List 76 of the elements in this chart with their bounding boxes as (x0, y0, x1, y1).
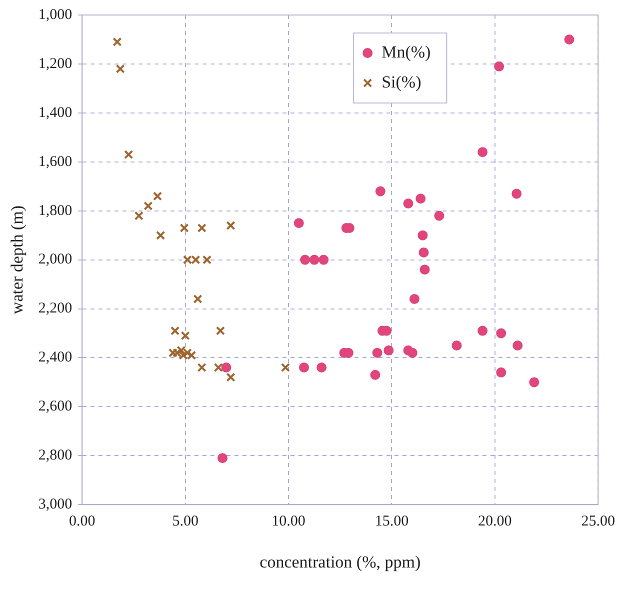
point (182, 255, 192, 264)
point (193, 294, 202, 304)
point (478, 326, 488, 336)
point (409, 294, 420, 304)
y-tick-label: 2,000 (38, 252, 72, 268)
point (420, 264, 430, 275)
point (214, 362, 223, 372)
point (375, 186, 386, 196)
x-tick-label: 20.00 (478, 514, 512, 530)
y-tick-label: 2,800 (38, 448, 72, 464)
y-tick-label: 2,200 (38, 300, 72, 317)
point (170, 326, 180, 336)
point (197, 223, 206, 233)
point (221, 362, 232, 373)
point (226, 220, 236, 230)
y-tick-label: 1,800 (38, 202, 72, 219)
point (172, 348, 182, 358)
point (226, 372, 236, 382)
x-tick-label: 5.00 (172, 514, 198, 530)
point (318, 254, 329, 265)
legend-label: Si(%) (382, 72, 422, 92)
point (407, 348, 418, 358)
point (478, 147, 488, 158)
point (300, 254, 310, 265)
point (384, 345, 394, 356)
point (494, 61, 504, 72)
point (512, 188, 522, 199)
point (152, 192, 162, 201)
point (434, 210, 444, 221)
point (180, 331, 190, 340)
point (294, 218, 304, 228)
x-axis-title: concentration (%, ppm) (260, 552, 421, 572)
point (217, 453, 228, 464)
x-tick-label: 10.00 (272, 514, 306, 530)
y-tick-label: 1,400 (38, 104, 72, 121)
point (156, 230, 166, 240)
y-tick-label: 3,000 (38, 496, 72, 513)
legend-label: Mn(%) (382, 42, 431, 62)
point (299, 362, 310, 373)
point (280, 362, 290, 372)
point (372, 348, 382, 358)
x-tick-label: 0.00 (69, 514, 96, 530)
point (416, 194, 426, 204)
y-tick-label: 2,600 (38, 398, 72, 415)
point (182, 348, 192, 358)
x-tick-label: 25.00 (581, 514, 615, 530)
point (116, 64, 125, 74)
point (529, 377, 540, 388)
point (403, 198, 414, 208)
x-tick-label: 15.00 (374, 514, 409, 530)
point (124, 150, 134, 160)
point (496, 328, 506, 338)
point (112, 37, 122, 46)
point (452, 340, 462, 350)
point (134, 211, 144, 220)
point (187, 350, 196, 360)
point (180, 223, 189, 233)
y-tick-label: 1,600 (38, 154, 72, 170)
point (191, 255, 200, 264)
point (168, 348, 178, 358)
point (496, 367, 506, 378)
point (202, 255, 212, 264)
y-tick-label: 1,000 (38, 6, 72, 23)
y-axis-title: water depth (m) (8, 206, 27, 314)
point (512, 340, 523, 350)
point (309, 254, 320, 265)
point (418, 247, 429, 258)
point (418, 230, 428, 240)
y-tick-label: 1,200 (38, 56, 72, 72)
point (216, 326, 225, 336)
point (370, 370, 380, 380)
y-tick-label: 2,400 (38, 350, 72, 366)
point (197, 362, 206, 372)
point (316, 362, 327, 373)
point (144, 201, 153, 210)
point (564, 34, 574, 44)
